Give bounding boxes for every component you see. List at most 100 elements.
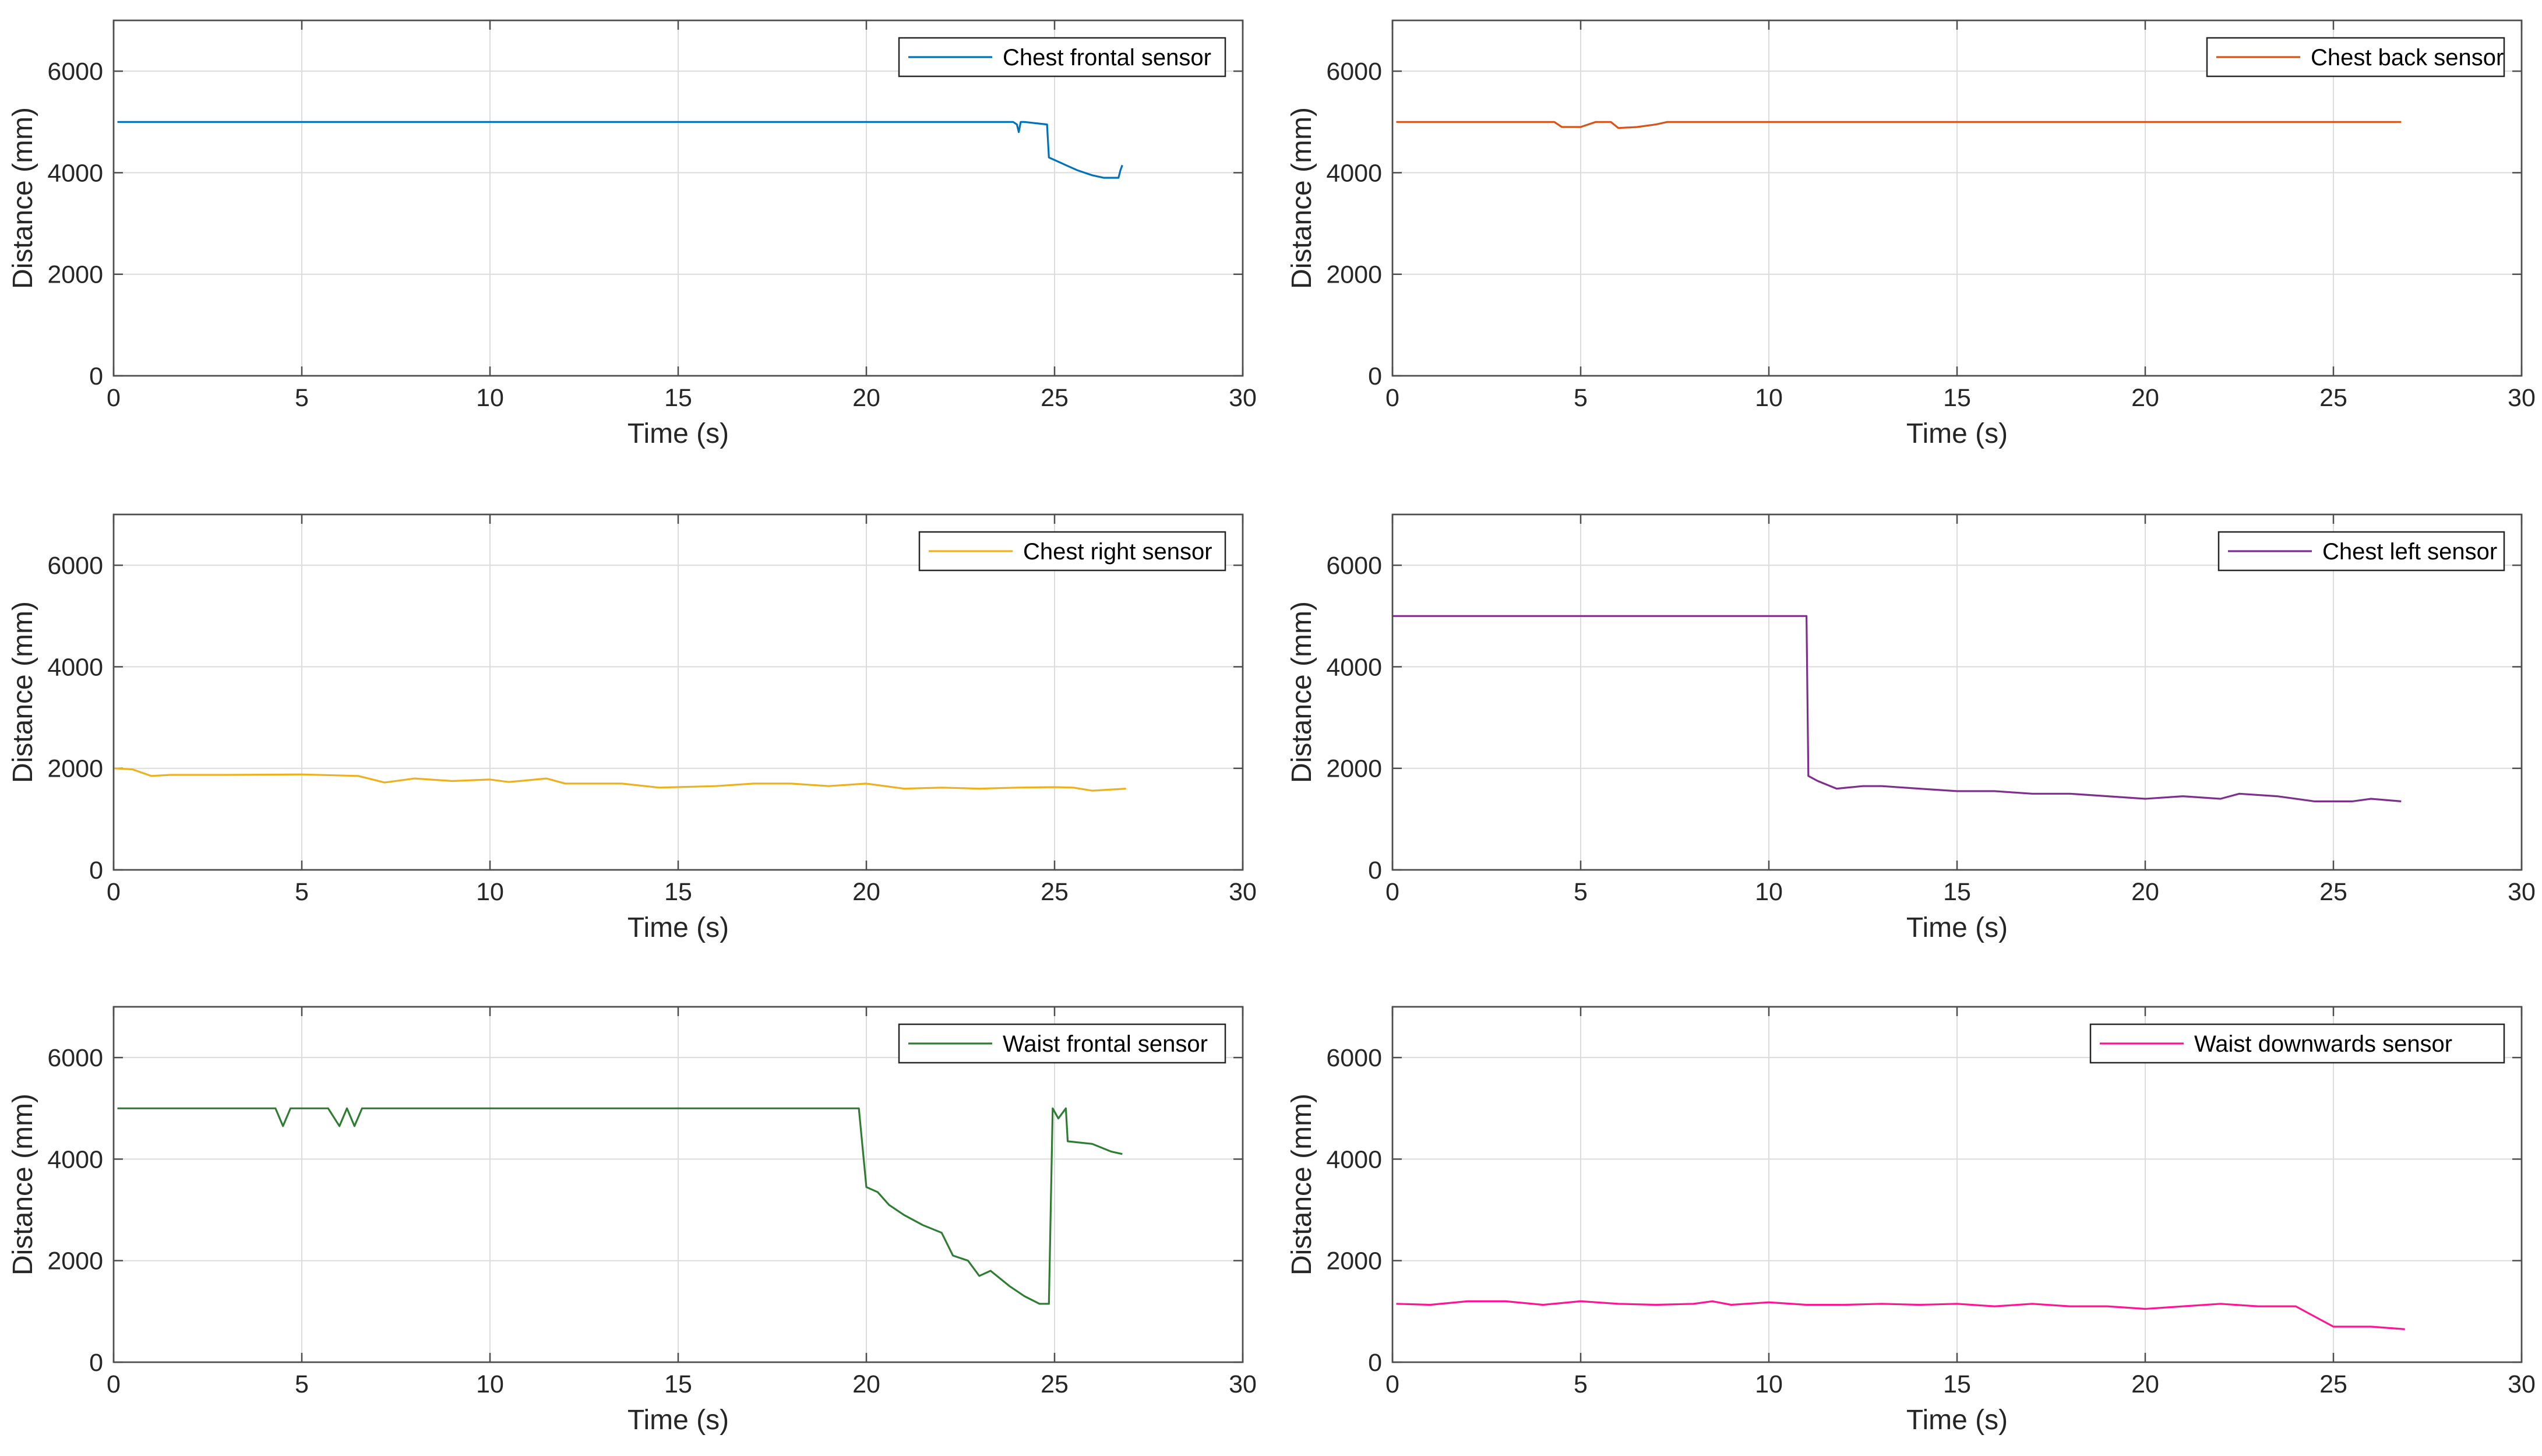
x-tick-label: 25 xyxy=(1041,878,1069,906)
series-line xyxy=(117,1107,1123,1305)
y-tick-label: 4000 xyxy=(47,159,103,187)
x-tick-label: 0 xyxy=(107,384,121,412)
series-line xyxy=(1392,615,2402,803)
x-tick-label: 10 xyxy=(1755,1370,1783,1398)
x-tick-label: 15 xyxy=(664,878,692,906)
y-tick-label: 0 xyxy=(89,856,103,884)
legend: Chest left sensor xyxy=(2217,531,2505,572)
x-tick-label: 25 xyxy=(2319,1370,2347,1398)
legend-label: Chest left sensor xyxy=(2322,539,2497,565)
legend: Waist downwards sensor xyxy=(2089,1023,2505,1064)
series-line xyxy=(117,121,1123,179)
x-tick-label: 30 xyxy=(2508,878,2536,906)
y-tick-label: 0 xyxy=(89,1349,103,1377)
series-line xyxy=(113,767,1126,792)
x-tick-label: 0 xyxy=(1385,1370,1399,1398)
x-tick-label: 30 xyxy=(1229,1370,1257,1398)
y-tick-label: 4000 xyxy=(1326,1145,1382,1173)
y-tick-label: 2000 xyxy=(1326,1247,1382,1275)
x-tick-label: 30 xyxy=(2508,1370,2536,1398)
x-tick-label: 30 xyxy=(1229,878,1257,906)
y-tick-label: 4000 xyxy=(1326,653,1382,681)
y-tick-label: 6000 xyxy=(1326,552,1382,580)
x-tick-label: 20 xyxy=(2131,1370,2159,1398)
x-tick-label: 10 xyxy=(476,384,504,412)
y-axis-label: Distance (mm) xyxy=(1286,107,1317,289)
x-tick-label: 5 xyxy=(1574,878,1588,906)
x-tick-label: 30 xyxy=(1229,384,1257,412)
y-tick-label: 2000 xyxy=(1326,261,1382,289)
x-axis-label: Time (s) xyxy=(627,1405,729,1436)
plot-border xyxy=(1391,19,2523,377)
legend-label: Chest right sensor xyxy=(1023,539,1212,565)
y-tick-label: 0 xyxy=(89,362,103,390)
x-tick-label: 10 xyxy=(476,878,504,906)
y-tick-label: 6000 xyxy=(1326,1044,1382,1072)
x-tick-label: 10 xyxy=(476,1370,504,1398)
plot-border xyxy=(112,513,1244,871)
y-axis-label: Distance (mm) xyxy=(8,1094,38,1275)
y-tick-label: 2000 xyxy=(1326,755,1382,783)
plot-border xyxy=(112,19,1244,377)
x-tick-label: 5 xyxy=(295,384,309,412)
chart-panel-1: 0 5 10 15 20 25 30 0 2000 4000 6000 Time (s) Distanc… xyxy=(8,19,1257,449)
x-tick-label: 5 xyxy=(1574,1370,1588,1398)
x-tick-label: 10 xyxy=(1755,384,1783,412)
x-tick-label: 20 xyxy=(2131,878,2159,906)
y-axis-label: Distance (mm) xyxy=(1286,601,1317,783)
legend-label: Chest frontal sensor xyxy=(1003,45,1211,70)
y-axis-label: Distance (mm) xyxy=(8,601,38,783)
legend: Chest right sensor xyxy=(918,531,1226,572)
chart-panel-6: 0 5 10 15 20 25 30 0 2000 4000 6000 Time (s) Distanc… xyxy=(1286,1006,2536,1436)
y-tick-label: 6000 xyxy=(1326,58,1382,86)
y-tick-label: 6000 xyxy=(47,58,103,86)
chart-panel-5: 0 5 10 15 20 25 30 0 2000 4000 6000 Time (s) Distanc… xyxy=(8,1006,1257,1436)
x-axis-label: Time (s) xyxy=(627,418,729,449)
x-tick-label: 0 xyxy=(1385,878,1399,906)
x-tick-label: 0 xyxy=(1385,384,1399,412)
x-tick-label: 15 xyxy=(1943,1370,1971,1398)
y-tick-label: 0 xyxy=(1368,362,1382,390)
x-tick-label: 20 xyxy=(852,384,880,412)
x-tick-label: 25 xyxy=(2319,878,2347,906)
series-line xyxy=(1396,1300,2405,1330)
y-tick-label: 0 xyxy=(1368,856,1382,884)
y-tick-label: 6000 xyxy=(47,1044,103,1072)
chart-panel-3: 0 5 10 15 20 25 30 0 2000 4000 6000 Time (s) Distanc… xyxy=(8,513,1257,943)
x-tick-label: 5 xyxy=(295,1370,309,1398)
chart-panel-2: 0 5 10 15 20 25 30 0 2000 4000 6000 Time (s) Distanc… xyxy=(1286,19,2536,449)
x-tick-label: 0 xyxy=(107,1370,121,1398)
y-tick-label: 2000 xyxy=(47,1247,103,1275)
y-tick-label: 4000 xyxy=(47,653,103,681)
x-tick-label: 30 xyxy=(2508,384,2536,412)
x-tick-label: 5 xyxy=(1574,384,1588,412)
x-axis-label: Time (s) xyxy=(627,912,729,943)
x-tick-label: 25 xyxy=(2319,384,2347,412)
y-tick-label: 4000 xyxy=(1326,159,1382,187)
y-tick-label: 2000 xyxy=(47,755,103,783)
x-axis-label: Time (s) xyxy=(1906,912,2008,943)
x-tick-label: 15 xyxy=(664,384,692,412)
y-tick-label: 4000 xyxy=(47,1145,103,1173)
x-tick-label: 15 xyxy=(1943,878,1971,906)
x-tick-label: 25 xyxy=(1041,384,1069,412)
x-tick-label: 20 xyxy=(2131,384,2159,412)
y-tick-label: 0 xyxy=(1368,1349,1382,1377)
plot-border xyxy=(1391,513,2523,871)
chart-panel-4: 0 5 10 15 20 25 30 0 2000 4000 6000 Time (s) Distanc… xyxy=(1286,513,2536,943)
legend-label: Chest back sensor xyxy=(2311,45,2504,70)
x-tick-label: 10 xyxy=(1755,878,1783,906)
y-tick-label: 6000 xyxy=(47,552,103,580)
x-tick-label: 15 xyxy=(664,1370,692,1398)
y-tick-label: 2000 xyxy=(47,261,103,289)
x-tick-label: 25 xyxy=(1041,1370,1069,1398)
legend-label: Waist frontal sensor xyxy=(1003,1031,1208,1057)
y-axis-label: Distance (mm) xyxy=(1286,1094,1317,1275)
plot-border xyxy=(1391,1006,2523,1363)
y-axis-label: Distance (mm) xyxy=(8,107,38,289)
plot-border xyxy=(112,1006,1244,1363)
legend-label: Waist downwards sensor xyxy=(2194,1031,2452,1057)
x-axis-label: Time (s) xyxy=(1906,1405,2008,1436)
